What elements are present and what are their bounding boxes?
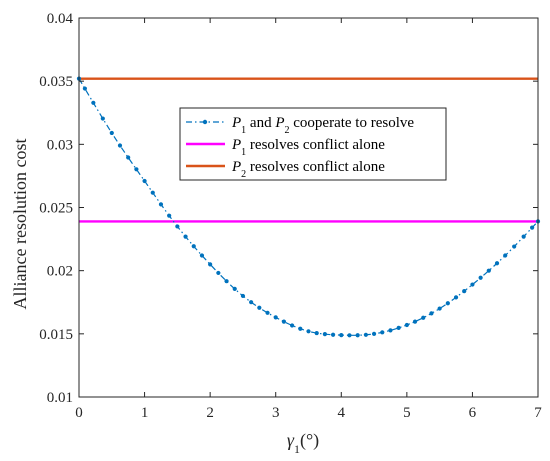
series-1-point (134, 167, 139, 172)
series-1-point (530, 225, 535, 230)
series-1-point (306, 329, 311, 334)
legend-marker-1 (202, 119, 208, 125)
series-1-point (494, 261, 500, 266)
legend-label-2: P1 resolves conflict alone (231, 137, 385, 158)
series-1-point (216, 270, 221, 276)
series-1-point (158, 202, 164, 207)
series-1-point (109, 130, 114, 136)
y-tick-label: 0.03 (47, 137, 73, 153)
series-1-point (363, 332, 368, 337)
x-tick-label: 3 (272, 405, 280, 421)
series-1-point (330, 332, 336, 337)
x-axis-label: γ1(°) (287, 430, 319, 456)
x-tick-label: 6 (469, 405, 477, 421)
series-1-point (91, 100, 96, 105)
series-1-point (355, 333, 360, 338)
series-1-point (232, 286, 237, 291)
series-1-point (462, 289, 467, 294)
series-1-point (521, 234, 526, 239)
series-1-point (257, 305, 262, 310)
series-1-point (347, 333, 352, 338)
series-1-point (100, 116, 105, 121)
series-1-point (199, 253, 205, 258)
x-tick-label: 7 (534, 405, 542, 421)
series-1-point (388, 328, 393, 333)
series-1-point (191, 244, 196, 249)
series-1-point (298, 326, 303, 331)
series-1-point (314, 330, 319, 336)
x-tick-label: 4 (338, 405, 346, 421)
series-1-point (281, 319, 287, 324)
series-1-point (167, 213, 172, 218)
series-1-point (421, 315, 426, 320)
tick-labels: 0 1 2 3 4 5 6 7 0.01 0.015 0.02 0.025 0.03 0.035 0.04 (39, 11, 542, 421)
y-tick-label: 0.01 (47, 390, 73, 406)
series-1-point (512, 244, 517, 249)
series-1-point (273, 315, 278, 320)
legend-label-1: P1 and P2 cooperate to resolve (231, 115, 414, 136)
series-1-point (265, 310, 270, 315)
series-1-point (371, 331, 377, 336)
series-1-point (437, 306, 442, 311)
series-1-point (380, 330, 385, 335)
series-1-point (183, 234, 188, 239)
series-1-point (224, 279, 229, 284)
series-1-point (429, 311, 434, 316)
series-1-point (470, 282, 475, 287)
series-1-point (82, 86, 87, 91)
y-tick-label: 0.015 (39, 327, 73, 343)
series-1-point (412, 319, 418, 324)
series-1-point (290, 323, 295, 328)
series-1-point (478, 275, 483, 280)
x-tick-label: 5 (403, 405, 411, 421)
x-tick-label: 1 (141, 405, 149, 421)
series-1-point (240, 293, 246, 299)
series-1-point (322, 332, 327, 337)
series-1-point (503, 253, 508, 258)
x-tick-label: 2 (206, 405, 214, 421)
y-tick-label: 0.035 (39, 74, 73, 90)
series-1-point (126, 155, 131, 160)
series-1-point (486, 268, 491, 273)
series-1-point (445, 301, 450, 306)
series-1-point (249, 300, 254, 305)
y-tick-label: 0.025 (39, 201, 73, 217)
series-1-point (117, 143, 123, 148)
x-tick-label: 0 (75, 405, 83, 421)
series-1-point (142, 178, 147, 184)
series-1-point (396, 325, 401, 331)
legend-label-3: P2 resolves conflict alone (231, 159, 385, 180)
series-1-point (404, 322, 409, 328)
y-tick-label: 0.04 (47, 11, 74, 27)
axes (78, 17, 539, 398)
series-line-1 (78, 78, 539, 336)
series-1-point (339, 333, 344, 338)
y-axis-label: Alliance resolution cost (10, 139, 30, 310)
series-1-point (150, 190, 155, 195)
series-1-point (175, 224, 180, 229)
series-1-point (208, 262, 213, 267)
series-1-point (453, 295, 459, 300)
plot-area (76, 76, 541, 338)
y-tick-label: 0.02 (47, 264, 73, 280)
